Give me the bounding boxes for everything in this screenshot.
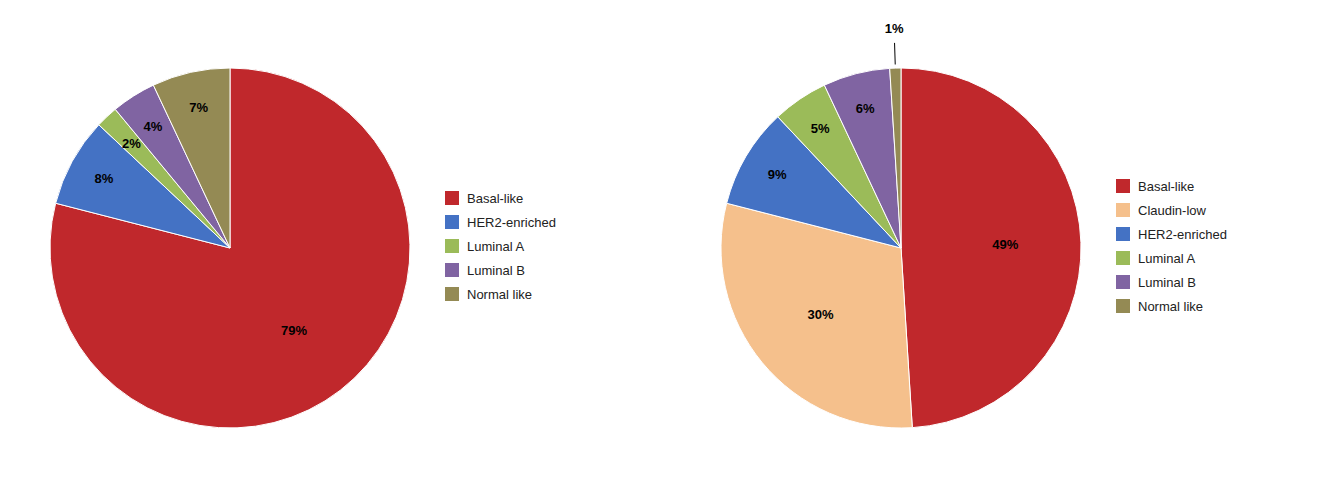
legend-swatch: [445, 287, 459, 301]
legend-swatch: [1116, 179, 1130, 193]
legend-swatch: [445, 191, 459, 205]
legend-swatch: [445, 263, 459, 277]
pie: 79% 8% 2%4% 7%: [50, 68, 410, 428]
legend-label: HER2-enriched: [467, 215, 556, 230]
legend-item: Luminal B: [445, 263, 525, 278]
data-labels: 79% 8% 2%4% 7%: [94, 100, 307, 338]
legend-swatch: [1116, 203, 1130, 217]
legend-label: Luminal A: [467, 239, 524, 254]
legend-label: Luminal B: [1138, 275, 1196, 290]
legend-label: Luminal A: [1138, 251, 1195, 266]
legend-label: HER2-enriched: [1138, 227, 1227, 242]
data-label: 2%: [122, 136, 141, 151]
pie-panel: 49% 30% 9% 5% 6% 1% Basal-like Claudin-low HER2-…: [721, 21, 1227, 428]
chart-canvas: 79% 8% 2%4% 7% Basal-like HER2-enriched Lumina…: [0, 0, 1342, 496]
legend-item: Normal like: [445, 287, 532, 302]
data-label: 1%: [885, 21, 904, 36]
legend-label: Normal like: [467, 287, 532, 302]
data-label: 9%: [768, 167, 787, 182]
legend-label: Basal-like: [467, 191, 523, 206]
legend-label: Luminal B: [467, 263, 525, 278]
leader-line: [894, 43, 896, 65]
legend-label: Basal-like: [1138, 179, 1194, 194]
legend-item: Normal like: [1116, 299, 1203, 314]
legend-item: Luminal A: [445, 239, 524, 254]
legend-swatch: [445, 239, 459, 253]
data-labels: 49% 30% 9% 5% 6% 1%: [768, 21, 1019, 322]
legend-swatch: [1116, 251, 1130, 265]
data-label: 7%: [189, 100, 208, 115]
data-label: 8%: [94, 171, 113, 186]
legend-item: Basal-like: [1116, 179, 1194, 194]
data-label: 5%: [811, 121, 830, 136]
data-label: 79%: [281, 323, 307, 338]
legend-label: Claudin-low: [1138, 203, 1207, 218]
legend-swatch: [1116, 227, 1130, 241]
legend-item: Luminal A: [1116, 251, 1195, 266]
legend-swatch: [1116, 275, 1130, 289]
pie-slice: [50, 68, 410, 428]
pie-slice: [890, 68, 901, 248]
legend-item: HER2-enriched: [445, 215, 556, 230]
pie-slice: [901, 68, 1081, 428]
legend-item: Claudin-low: [1116, 203, 1207, 218]
pie-panel: 79% 8% 2%4% 7% Basal-like HER2-enriched Lumina…: [50, 68, 556, 428]
legend-label: Normal like: [1138, 299, 1203, 314]
legend-item: HER2-enriched: [1116, 227, 1227, 242]
pie: 49% 30% 9% 5% 6% 1%: [721, 21, 1081, 428]
legend: Basal-like Claudin-low HER2-enriched Lumina…: [1116, 179, 1227, 314]
legend-swatch: [445, 215, 459, 229]
slices: [50, 68, 410, 428]
pie-slice: [824, 68, 901, 248]
legend-item: Basal-like: [445, 191, 523, 206]
legend-swatch: [1116, 299, 1130, 313]
data-label: 30%: [808, 307, 834, 322]
pie-slice: [153, 68, 230, 248]
data-label: 4%: [143, 119, 162, 134]
legend: Basal-like HER2-enriched Luminal A Luminal …: [445, 191, 556, 302]
slices: [721, 68, 1081, 428]
data-label: 6%: [856, 101, 875, 116]
legend-item: Luminal B: [1116, 275, 1196, 290]
data-label: 49%: [992, 237, 1018, 252]
